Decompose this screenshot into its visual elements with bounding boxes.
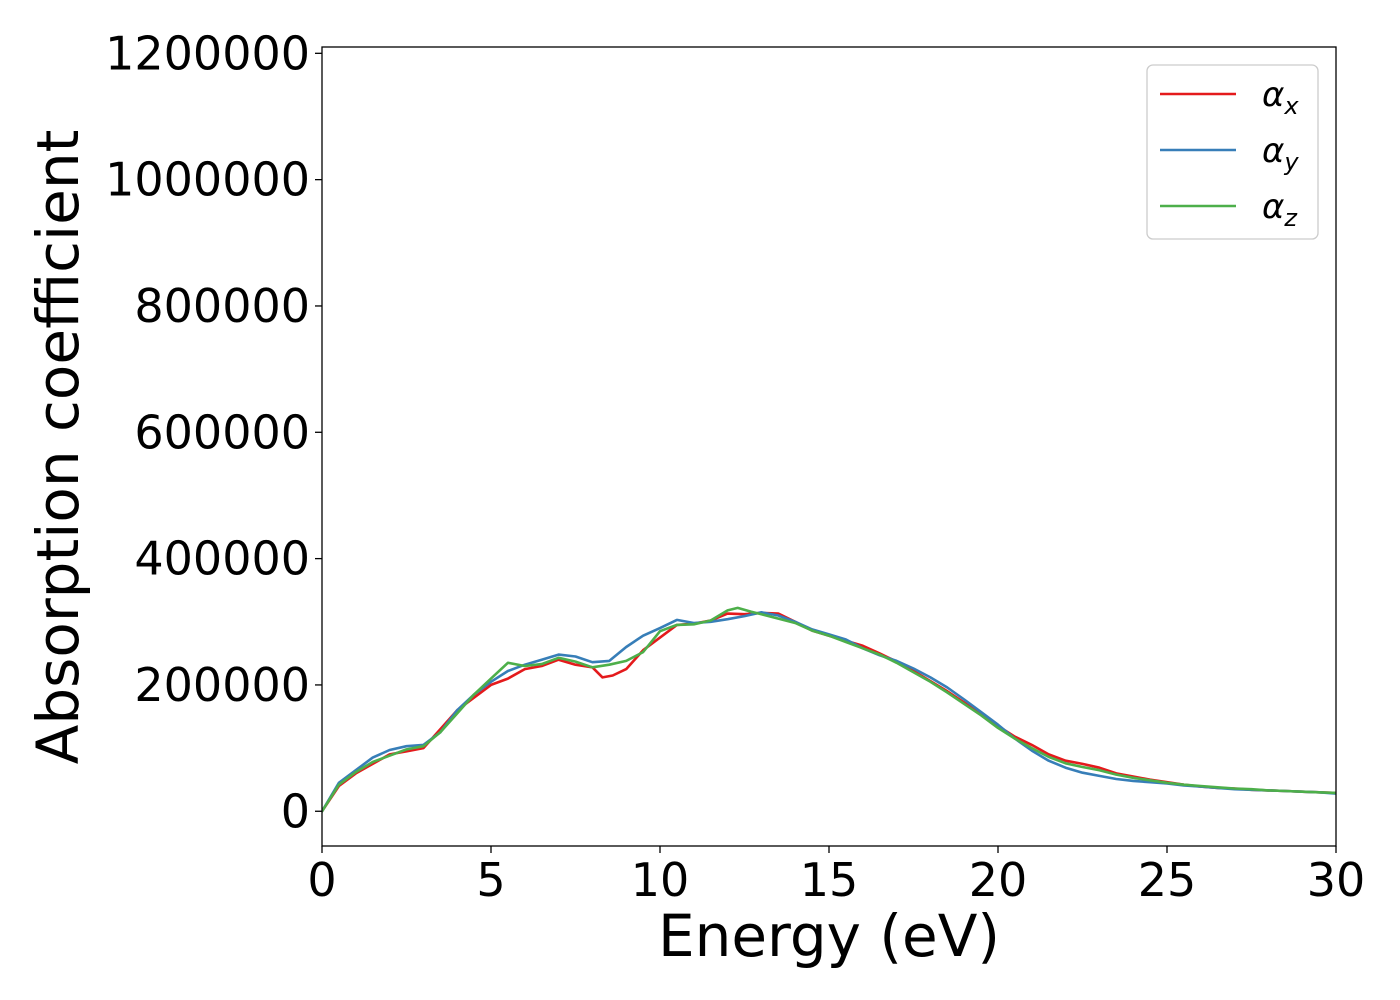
x-tick-label: 0 [307,853,336,907]
x-axis-title: Energy (eV) [658,902,1000,970]
x-tick-label: 5 [476,853,505,907]
y-tick-label: 400000 [134,532,310,586]
legend-label-y: αy [1262,131,1299,176]
y-tick-label: 1000000 [105,153,310,207]
x-axis: 0 5 10 15 20 25 30 [307,846,1365,907]
x-tick-label: 10 [631,853,690,907]
x-tick-label: 15 [800,853,859,907]
y-axis-title: Absorption coefficient [24,130,92,765]
y-tick-label: 1200000 [105,26,310,80]
series-layer [322,606,1336,813]
x-tick-label: 30 [1307,853,1366,907]
y-tick-label: 0 [281,784,310,838]
y-tick-label: 800000 [134,279,310,333]
y-axis: 0 200000 400000 600000 800000 1000000 1200000 [105,26,322,838]
legend-label-z: αz [1262,187,1298,232]
series-line-z [322,606,1336,813]
legend: αx αy αz [1146,64,1319,240]
legend-label-x: αx [1262,75,1299,120]
x-tick-label: 20 [969,853,1028,907]
y-tick-label: 200000 [134,658,310,712]
legend-frame [1146,64,1319,240]
y-tick-label: 600000 [134,405,310,459]
x-tick-label: 25 [1138,853,1197,907]
